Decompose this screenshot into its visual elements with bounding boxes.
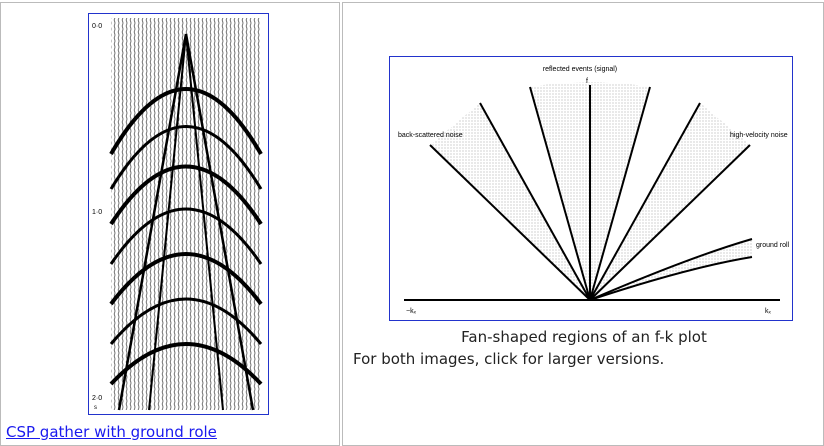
note: For both images, click for larger versio… (353, 350, 664, 368)
annotation: reflected events (signal) (543, 66, 617, 73)
time-label: 1·0 (92, 209, 102, 216)
time-label: 2·0 (92, 395, 102, 402)
table-cell: reflected events (signal) f back-scatter… (342, 2, 824, 446)
axis-label: kₓ (765, 308, 772, 315)
fk-graphic: reflected events (signal) f back-scatter… (390, 57, 792, 320)
image-link[interactable]: CSP gather with ground role (6, 423, 217, 441)
axis-label: −kₓ (406, 308, 417, 315)
caption: Fan-shaped regions of an f-k plot (343, 328, 824, 346)
seismic-gather-image[interactable]: 0·0 1·0 2·0 s (88, 13, 269, 415)
annotation: ground roll (756, 242, 790, 249)
unit-label: s (94, 405, 97, 411)
axis-label: f (586, 78, 588, 85)
annotation: high-velocity noise (730, 132, 788, 139)
annotation: back-scattered noise (398, 132, 463, 139)
page: 0·0 1·0 2·0 s CSP gather with ground rol… (0, 0, 824, 446)
seismic-graphic: 0·0 1·0 2·0 s (89, 14, 268, 414)
fk-plot-image[interactable]: reflected events (signal) f back-scatter… (389, 56, 793, 321)
table-cell: 0·0 1·0 2·0 s CSP gather with ground rol… (0, 2, 340, 446)
wiggle-traces (111, 18, 261, 410)
time-label: 0·0 (92, 23, 102, 30)
